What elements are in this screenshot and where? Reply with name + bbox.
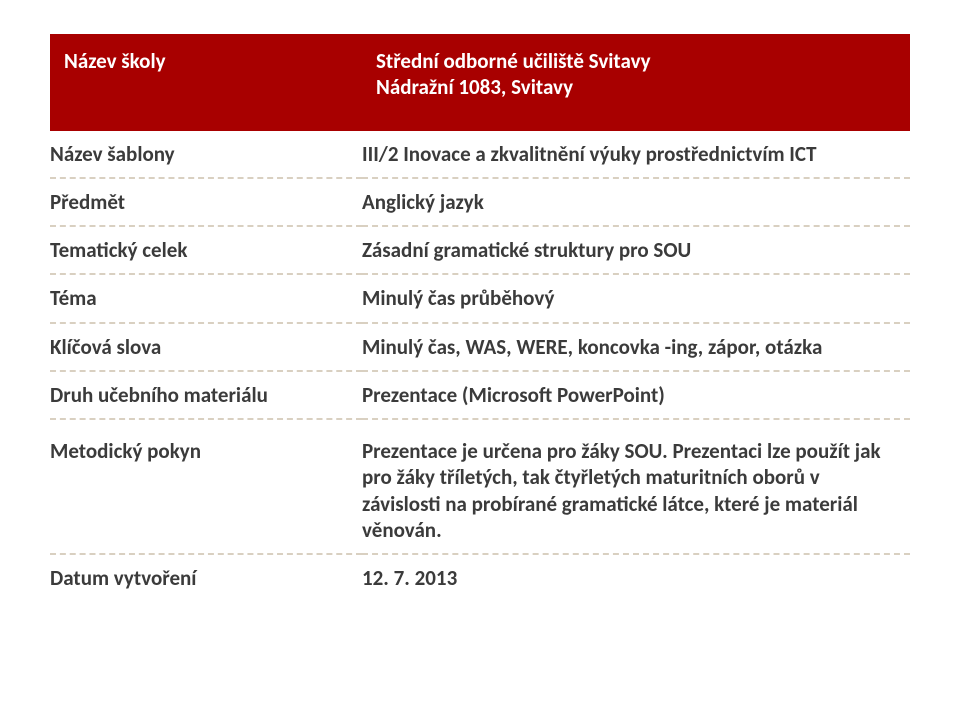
row-label: Metodický pokyn [50,428,362,554]
row-value: III/2 Inovace a zkvalitnění výuky prostř… [362,131,910,178]
table-row: Metodický pokynPrezentace je určena pro … [50,428,910,554]
table-row: Tematický celekZásadní gramatické strukt… [50,226,910,274]
row-label: Druh učebního materiálu [50,371,362,419]
table-row: Druh učebního materiáluPrezentace (Micro… [50,371,910,419]
row-label: Název šablony [50,131,362,178]
slide: Název školy Střední odborné učiliště Svi… [0,0,960,711]
table-row: Datum vytvoření12. 7. 2013 [50,554,910,601]
row-value: Prezentace (Microsoft PowerPoint) [362,371,910,419]
row-value: Prezentace je určena pro žáky SOU. Preze… [362,428,910,554]
row-value: Minulý čas, WAS, WERE, koncovka -ing, zá… [362,323,910,371]
row-value: Zásadní gramatické struktury pro SOU [362,226,910,274]
header-row: Název školy Střední odborné učiliště Svi… [50,34,910,131]
row-label: Tematický celek [50,226,362,274]
table-row: Klíčová slovaMinulý čas, WAS, WERE, konc… [50,323,910,371]
metadata-table: Název školy Střední odborné učiliště Svi… [50,34,910,601]
table-row: Název šablonyIII/2 Inovace a zkvalitnění… [50,131,910,178]
row-value: Minulý čas průběhový [362,274,910,322]
row-value: 12. 7. 2013 [362,554,910,601]
table-row: PředmětAnglický jazyk [50,178,910,226]
header-value: Střední odborné učiliště SvitavyNádražní… [362,34,910,131]
row-label: Klíčová slova [50,323,362,371]
header-label: Název školy [50,34,362,131]
row-label: Téma [50,274,362,322]
table-row: TémaMinulý čas průběhový [50,274,910,322]
row-label: Předmět [50,178,362,226]
row-label: Datum vytvoření [50,554,362,601]
row-value: Anglický jazyk [362,178,910,226]
spacer-row [50,419,910,428]
